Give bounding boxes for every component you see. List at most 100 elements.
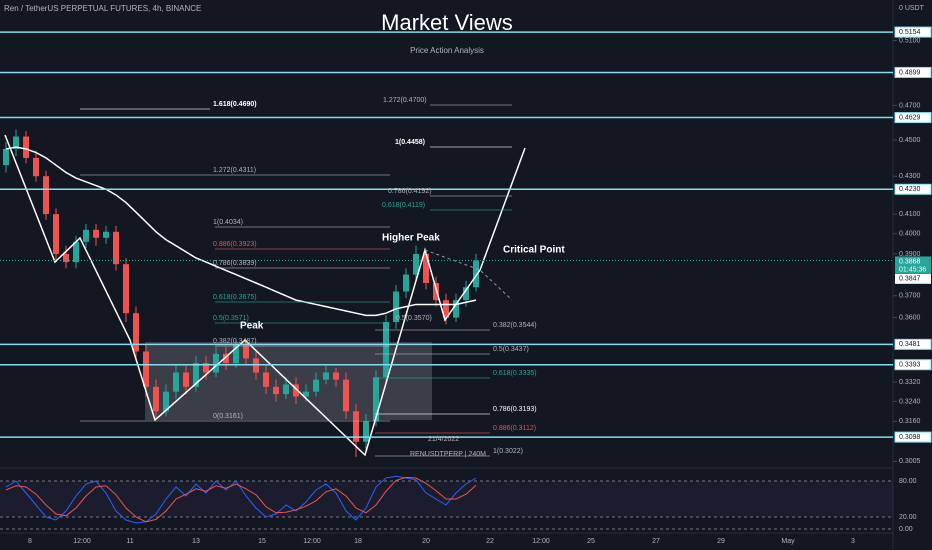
x-tick-label: 29 (717, 538, 725, 545)
annotation: 0.618(0.3675) (213, 294, 257, 301)
candle-body (443, 300, 449, 318)
level-box (894, 338, 932, 350)
x-tick-label: 20 (422, 538, 430, 545)
annotation: 0.618(0.3335) (493, 370, 537, 377)
candle-body (323, 372, 329, 380)
chart-title: Market Views (381, 10, 513, 35)
x-tick-label: 12:00 (303, 538, 321, 545)
candle-body (233, 344, 239, 364)
candle-body (213, 353, 219, 373)
y-tick-label: 0.3900 (899, 251, 921, 258)
candle-body (173, 372, 179, 392)
annotation: 0.382(0.3544) (493, 322, 537, 329)
level-box (894, 183, 932, 195)
y-tick-label: 0.5100 (899, 37, 921, 44)
candle-body (393, 291, 399, 323)
annotation: 0.786(0.3839) (213, 260, 257, 267)
x-tick-label: 13 (192, 538, 200, 545)
candle-body (463, 287, 469, 301)
candle-body (23, 136, 29, 158)
projection-line (424, 249, 513, 301)
x-tick-label: 15 (258, 538, 266, 545)
annotation: 0.786(0.3193) (493, 406, 537, 413)
pattern-zigzag (4, 134, 526, 457)
countdown-label: 01:45:36 (899, 266, 926, 273)
y-tick-label: 0.4100 (899, 211, 921, 218)
candle-body (13, 136, 19, 149)
annotation: RENUSDTPERP | 240M (410, 451, 486, 458)
level-label: 0.5154 (899, 29, 921, 36)
annotation: 1.272(0.4700) (383, 97, 427, 104)
candle-body (473, 260, 479, 288)
candle-body (373, 377, 379, 422)
y-tick-label: 0.4000 (899, 231, 921, 238)
osc-tick-label: 80.00 (899, 478, 917, 485)
annotation: 1(0.3022) (493, 448, 523, 455)
x-tick-label: 25 (587, 538, 595, 545)
osc-line (5, 476, 477, 523)
candle-body (123, 264, 129, 314)
candle-body (103, 231, 109, 238)
candle-body (133, 313, 139, 352)
annotation: 0.382(0.3487) (213, 338, 257, 345)
chart-subtitle: Price Action Analysis (410, 46, 484, 55)
annotation: 0.5(0.3571) (213, 315, 249, 322)
osc-tick-label: 20.00 (899, 514, 917, 521)
marks (3, 129, 479, 457)
annotation: 1(0.4458) (395, 139, 425, 146)
y-tick-label: 0.3005 (899, 458, 921, 465)
y-tick-label: 0.3700 (899, 293, 921, 300)
annotation: 1(0.4034) (213, 219, 243, 226)
level-box (894, 66, 932, 78)
candle-body (143, 351, 149, 387)
candle-body (313, 379, 319, 392)
x-tick-label: 27 (652, 538, 660, 545)
annotation: 0(0.3161) (213, 413, 243, 420)
y-tick-label: 0.3160 (899, 418, 921, 425)
candle-body (453, 300, 459, 318)
annotation: Critical Point (503, 245, 565, 256)
candle-body (343, 379, 349, 412)
x-tick-label: May (781, 538, 795, 545)
level-label: 0.4899 (899, 69, 921, 76)
annotation: 0.618(0.4119) (382, 202, 425, 209)
annotation: 0.886(0.3923) (213, 241, 257, 248)
level-box (894, 431, 932, 443)
candle-body (73, 241, 79, 263)
candle-body (53, 214, 59, 254)
candle-body (423, 253, 429, 284)
last-price-label: 0.3868 (899, 258, 921, 265)
level-label: 0.3481 (899, 341, 921, 348)
y-tick-label: 0.3320 (899, 379, 921, 386)
level-label: 0.3098 (899, 434, 921, 441)
candle-body (363, 421, 369, 442)
annotation: Peak (240, 321, 264, 332)
prev-price-box (895, 273, 931, 284)
candle-body (183, 372, 189, 387)
annotation: 0.5(0.3570) (396, 315, 432, 322)
annotation: 0.5(0.3437) (493, 346, 529, 353)
moving-average (5, 146, 477, 317)
x-tick-label: 12:00 (73, 538, 91, 545)
candle-body (353, 411, 359, 442)
candle-body (163, 391, 169, 412)
last-price-box (895, 256, 931, 274)
candle-body (83, 229, 89, 242)
x-tick-label: 3 (851, 538, 855, 545)
y-tick-label: 0.4300 (899, 173, 921, 180)
candle-body (243, 344, 249, 359)
level-label: 0.4230 (899, 186, 921, 193)
candle-body (223, 353, 229, 364)
annotation: 1.272(0.4311) (213, 167, 256, 174)
level-label: 0.3393 (899, 362, 921, 369)
candle-body (63, 253, 69, 263)
x-tick-label: 12:00 (532, 538, 550, 545)
candle-body (403, 274, 409, 292)
candle-body (193, 363, 199, 387)
x-tick-label: 22 (486, 538, 494, 545)
annotation: 21/4/2022 (428, 436, 459, 443)
candle-body (33, 157, 39, 177)
candle-body (43, 176, 49, 215)
osc-line (5, 475, 477, 524)
